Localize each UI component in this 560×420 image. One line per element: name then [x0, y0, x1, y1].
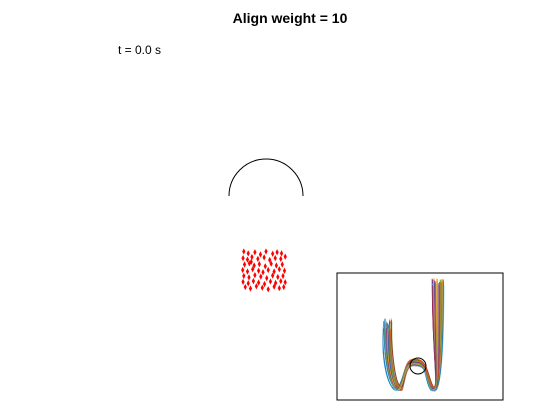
main-plot: [228, 158, 304, 293]
agent-point: [248, 285, 253, 292]
agent-point: [261, 269, 265, 276]
agent-point: [254, 283, 259, 290]
inset-obstacle: [409, 357, 427, 375]
agent-point: [275, 249, 279, 256]
inset-trajectory: [386, 282, 441, 388]
agent-point: [269, 260, 273, 267]
agent-point: [262, 254, 266, 261]
agent-point: [279, 255, 283, 263]
agent-point: [283, 279, 287, 286]
inset-trajectories: [382, 278, 445, 392]
agent-point: [251, 277, 256, 285]
agent-point: [271, 250, 275, 257]
agent-point: [266, 266, 270, 274]
agent-point: [283, 253, 287, 260]
agent-point: [242, 272, 246, 280]
agent-point: [282, 267, 287, 274]
agent-point: [273, 279, 278, 287]
agent-point: [268, 256, 272, 264]
agent-point: [258, 251, 263, 258]
agent-point: [251, 266, 255, 273]
agent-point: [271, 272, 275, 279]
agent-points: [241, 248, 287, 293]
agent-point: [253, 272, 257, 279]
agent-point: [277, 266, 281, 273]
agent-point: [256, 267, 261, 274]
obstacle-semicircle: [228, 158, 304, 197]
agent-point: [246, 280, 250, 287]
agent-point: [280, 261, 284, 268]
agent-point: [265, 274, 269, 282]
agent-point: [247, 274, 251, 281]
agent-point: [282, 283, 286, 291]
agent-point: [245, 256, 250, 263]
agent-point: [277, 284, 281, 292]
inset-trajectory: [384, 284, 438, 390]
agent-point: [281, 272, 285, 280]
agent-point: [257, 260, 261, 268]
agent-point: [266, 286, 270, 293]
agent-point: [279, 250, 284, 257]
agent-point: [262, 280, 267, 288]
agent-point: [260, 284, 264, 291]
agent-point: [264, 248, 268, 255]
inset-plot: [336, 272, 504, 401]
agent-point: [256, 255, 260, 263]
agent-point: [276, 273, 280, 281]
agent-point: [273, 255, 277, 262]
agent-point: [241, 255, 245, 262]
agent-point: [242, 248, 246, 255]
agent-point: [241, 266, 245, 274]
agent-point: [245, 268, 250, 275]
agent-point: [256, 279, 261, 286]
agent-point: [272, 268, 276, 275]
figure-title: Align weight = 10: [233, 10, 348, 26]
agent-point: [246, 250, 250, 257]
agent-point: [241, 278, 245, 285]
agent-point: [243, 283, 247, 291]
agent-point: [268, 278, 273, 285]
agent-point: [272, 283, 276, 290]
agent-point: [279, 277, 283, 285]
agent-point: [242, 261, 247, 268]
agent-point: [250, 253, 254, 261]
agent-point: [263, 263, 267, 270]
agent-point: [252, 262, 256, 269]
agent-point: [274, 262, 278, 269]
agent-point: [253, 249, 257, 256]
agent-point: [259, 273, 263, 280]
agent-point: [249, 258, 253, 266]
inset-frame: [336, 272, 504, 401]
time-label: t = 0.0 s: [118, 43, 161, 57]
